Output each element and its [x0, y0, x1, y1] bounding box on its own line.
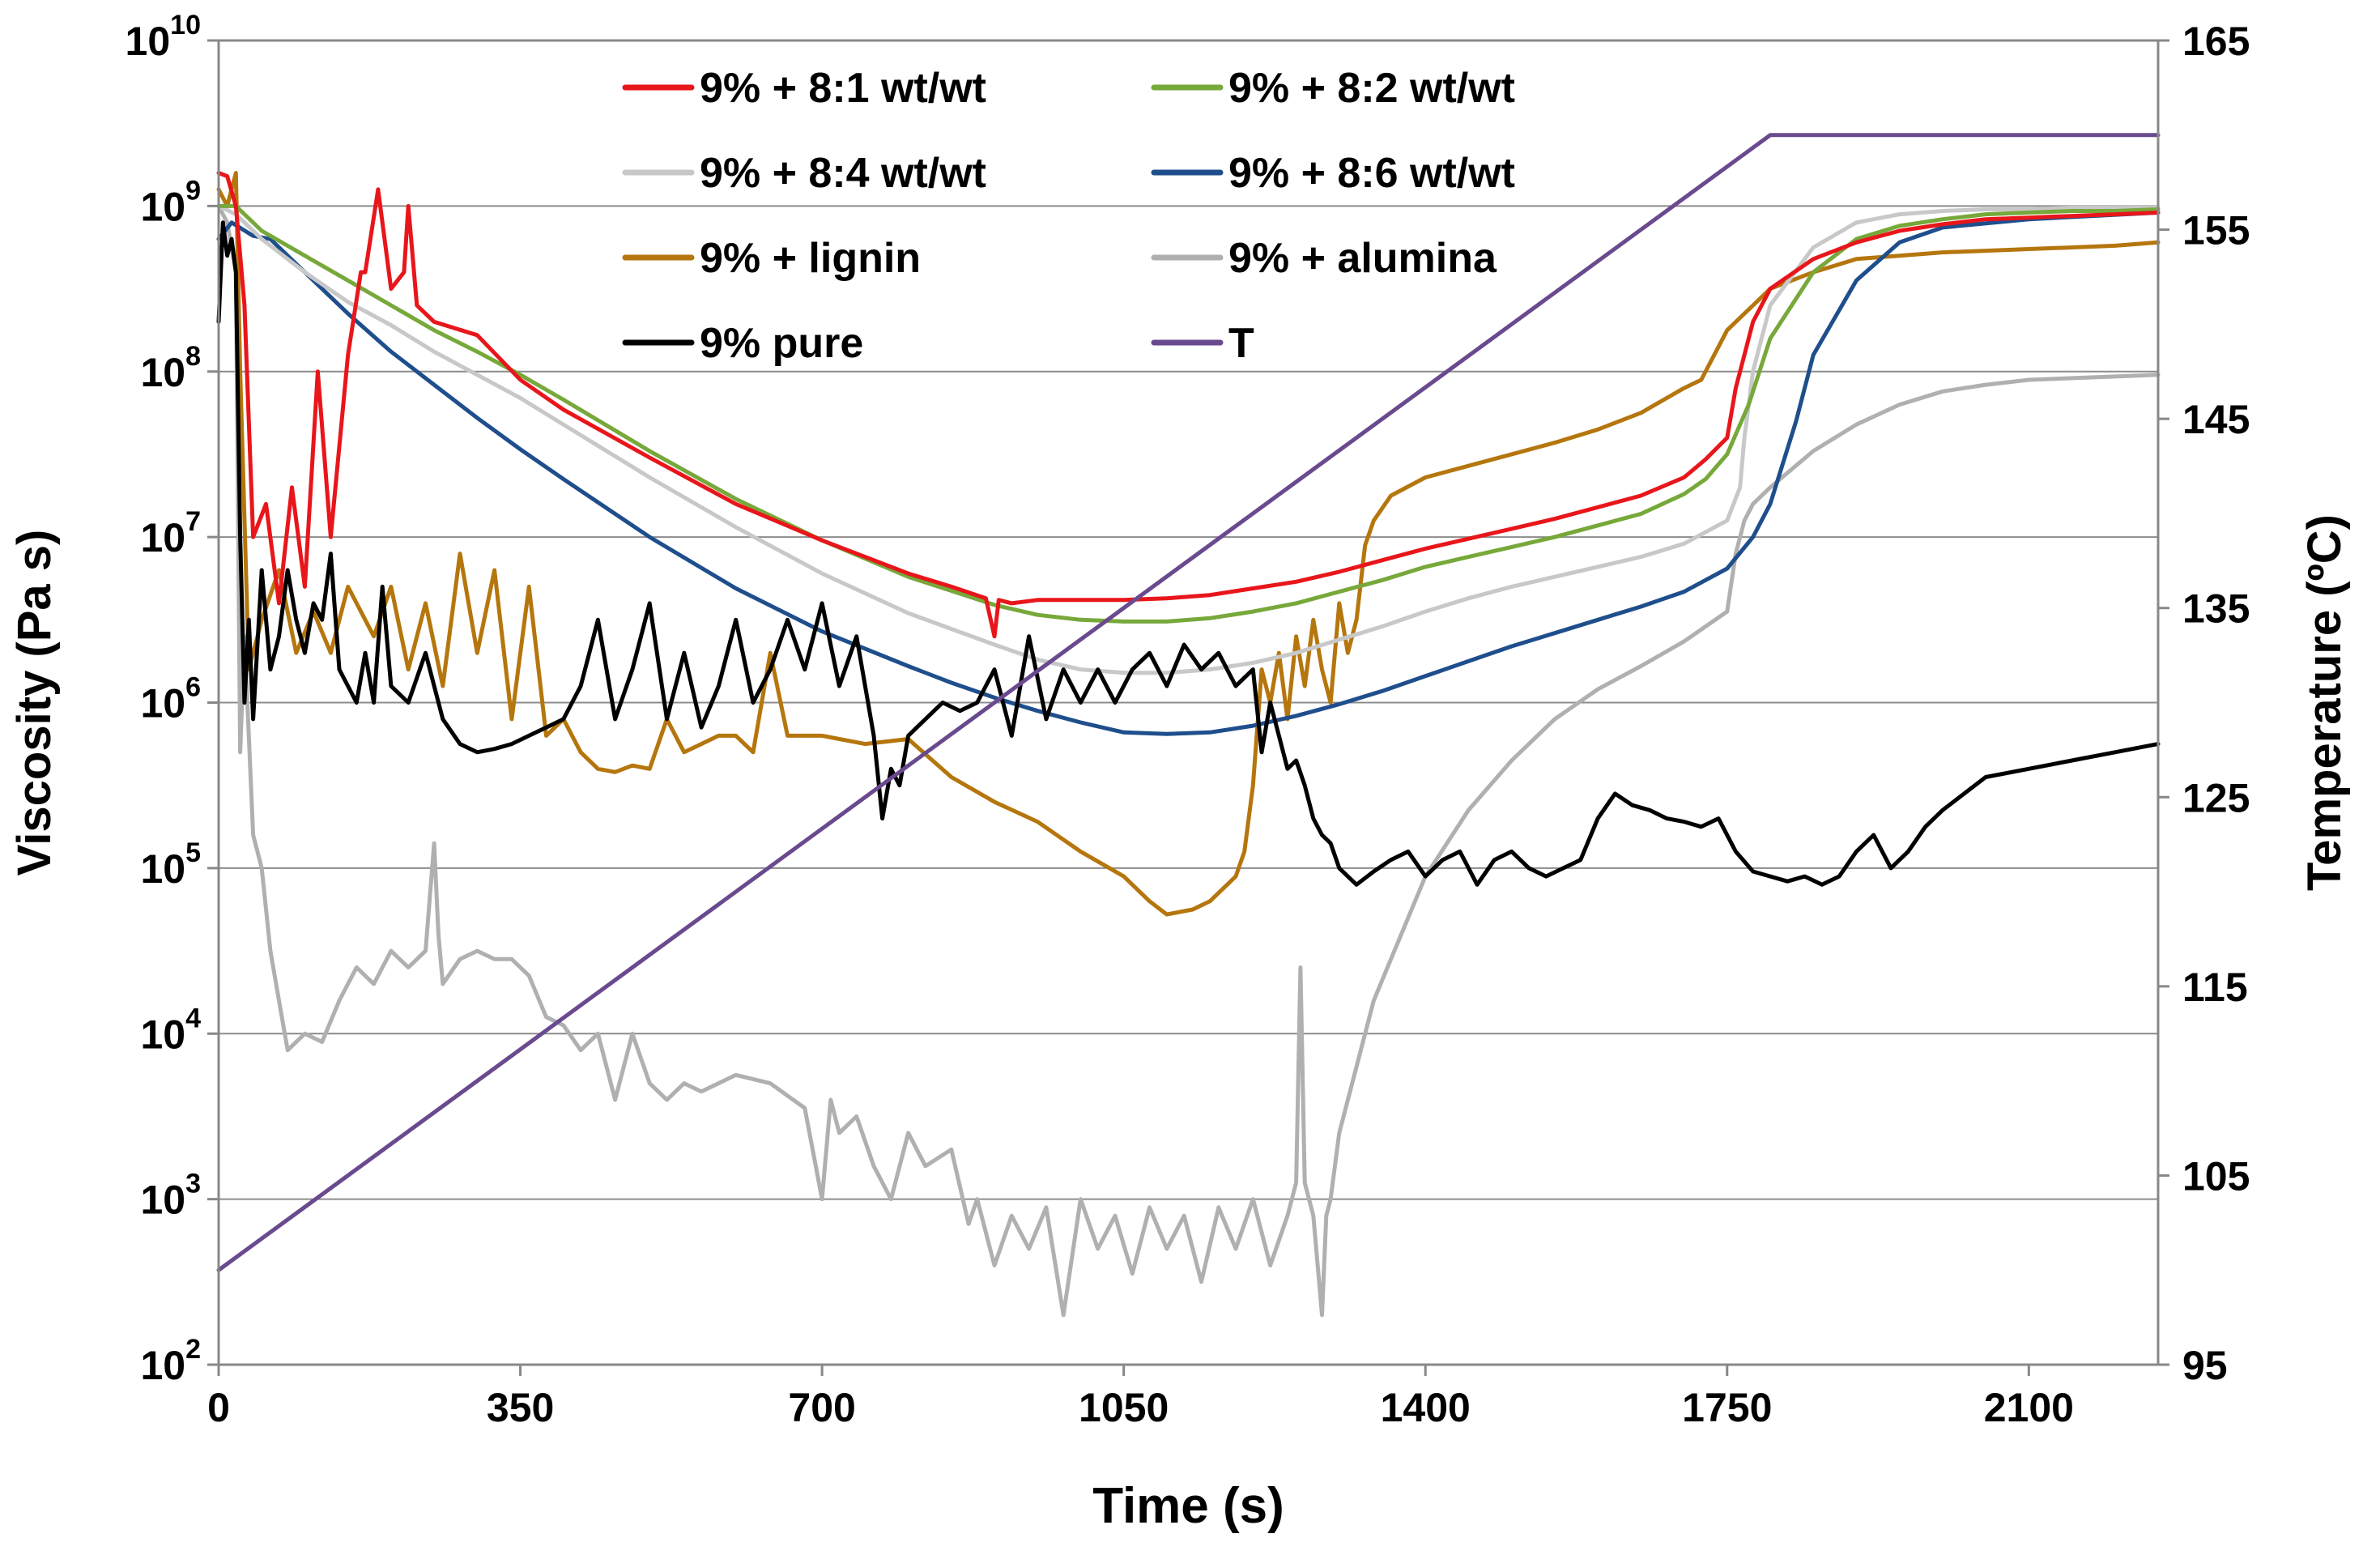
series-line-7: [216, 133, 2161, 1272]
left-tick-label: 102: [140, 1334, 201, 1388]
x-tick-label: 700: [788, 1385, 855, 1430]
series-line-6: [216, 220, 2161, 887]
x-tick-label: 350: [487, 1385, 554, 1430]
legend-label: 9% + 8:1 wt/wt: [700, 65, 986, 112]
left-tick-label: 109: [140, 175, 201, 229]
x-tick-label: 1400: [1381, 1385, 1471, 1430]
left-axis-ticks: 102 103 104 105 106 107 108 109 1010: [126, 10, 219, 1388]
legend-label: 9% + lignin: [700, 235, 921, 282]
right-tick-label: 105: [2182, 1153, 2250, 1199]
x-tick-label: 2100: [1984, 1385, 2074, 1430]
right-axis-title: Temperature (ºC): [2298, 514, 2351, 891]
legend-label: 9% + alumina: [1228, 235, 1497, 282]
x-tick-label: 1050: [1079, 1385, 1169, 1430]
right-tick-label: 145: [2182, 397, 2250, 442]
left-tick-label: 105: [140, 837, 201, 892]
right-tick-label: 115: [2182, 965, 2248, 1010]
right-axis-ticks: 95 105 115 125 135 145 155 165: [2158, 19, 2250, 1388]
legend-label: 9% pure: [700, 320, 863, 367]
left-tick-label: 106: [140, 672, 201, 726]
x-tick-label: 1750: [1682, 1385, 1772, 1430]
left-tick-label: 107: [140, 506, 201, 560]
legend-label: 9% + 8:6 wt/wt: [1228, 150, 1515, 197]
left-tick-label: 104: [140, 1003, 201, 1057]
right-tick-label: 135: [2182, 586, 2250, 632]
legend-label: 9% + 8:2 wt/wt: [1228, 65, 1515, 112]
left-tick-label: 108: [140, 341, 201, 395]
series-line-0: [216, 171, 2161, 639]
series-line-4: [216, 171, 2161, 917]
right-tick-label: 155: [2182, 208, 2250, 253]
series-layer: [216, 133, 2161, 1318]
legend-label: T: [1228, 320, 1254, 367]
legend: 9% + 8:1 wt/wt 9% + 8:2 wt/wt 9% + 8:4 wt/…: [622, 65, 1515, 367]
left-axis-title: Viscosity (Pa s): [8, 530, 61, 876]
x-axis-title: Time (s): [1092, 1478, 1284, 1534]
x-axis-ticks: 0 350 700 1050 1400 1750 2100: [207, 1365, 2074, 1430]
right-tick-label: 165: [2182, 19, 2250, 64]
right-tick-label: 125: [2182, 775, 2250, 820]
legend-label: 9% + 8:4 wt/wt: [700, 150, 986, 197]
right-tick-label: 95: [2182, 1343, 2228, 1388]
left-tick-label: 103: [140, 1169, 201, 1223]
x-tick-label: 0: [207, 1385, 230, 1430]
series-line-3: [216, 211, 2161, 736]
series-line-5: [216, 203, 2161, 1318]
series-line-2: [216, 203, 2161, 675]
left-tick-label: 1010: [126, 10, 201, 64]
